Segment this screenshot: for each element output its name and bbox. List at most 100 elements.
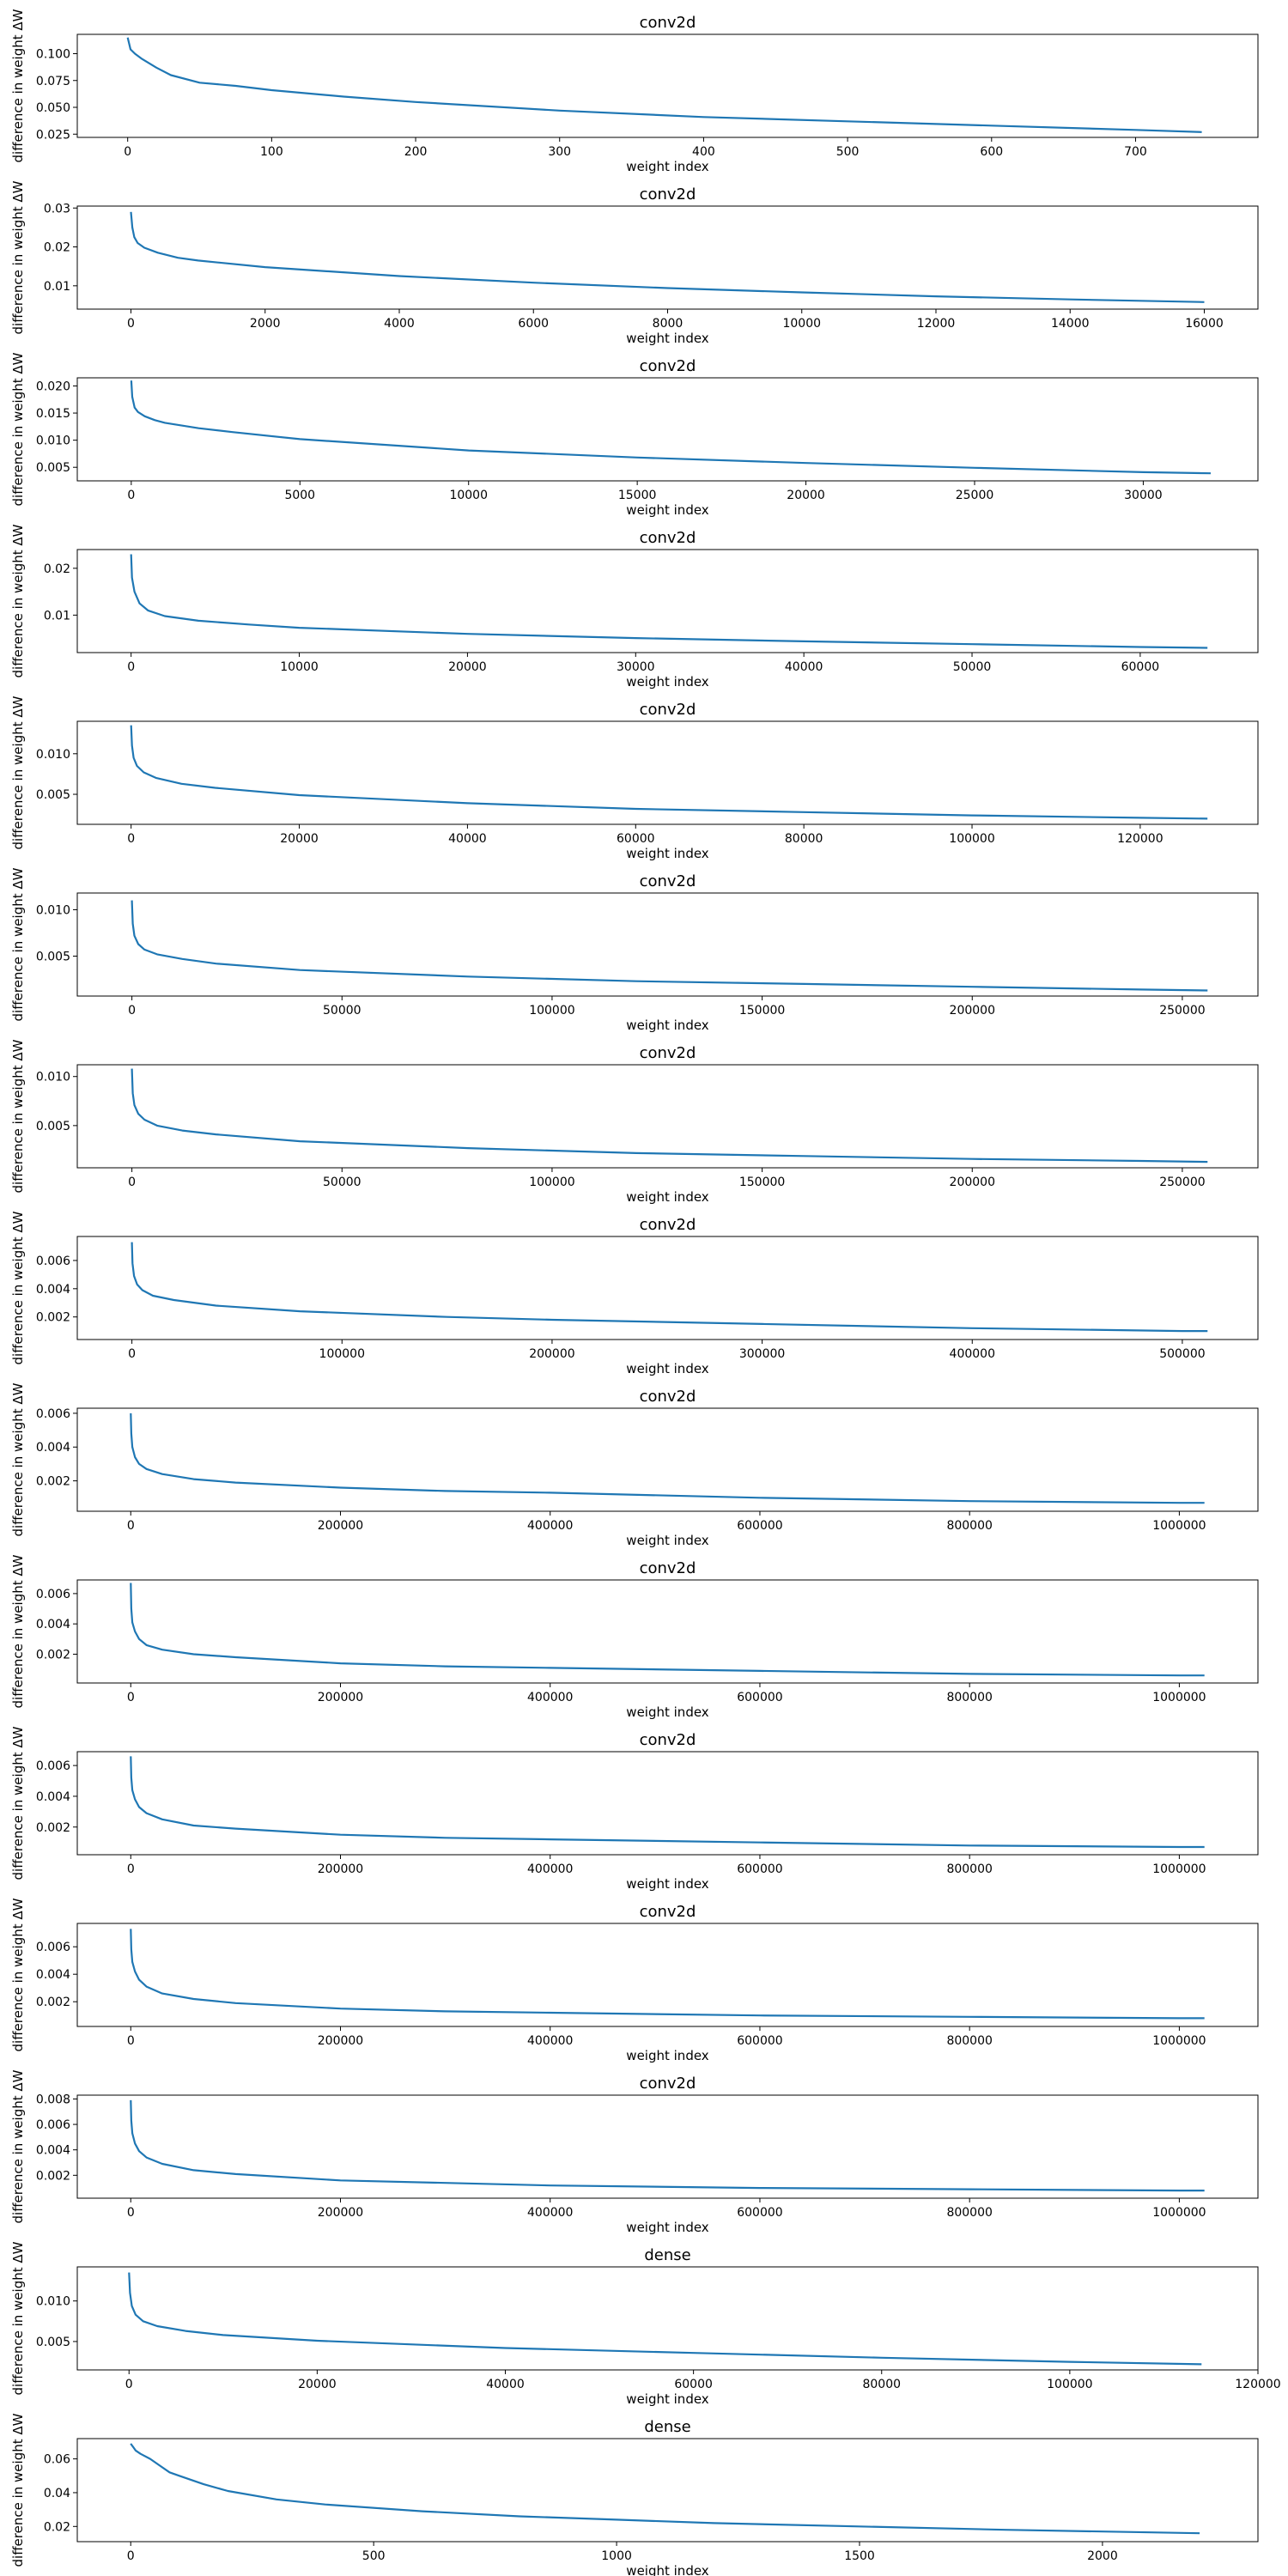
x-tick-label: 200000 bbox=[318, 1691, 363, 1704]
x-tick-label: 100000 bbox=[949, 832, 994, 846]
subplot: conv2d 0 200000 400000 600000 800000 1000000 0.… bbox=[10, 2069, 1259, 2235]
chart-title: conv2d bbox=[640, 1731, 696, 1749]
x-tick-label: 0 bbox=[127, 2549, 135, 2563]
subplot: conv2d 0 20000 40000 60000 80000 100000 120000 0… bbox=[10, 696, 1259, 861]
series-line bbox=[128, 2272, 1202, 2366]
axes-frame bbox=[76, 1923, 1259, 2027]
x-axis-label: weight index bbox=[626, 1876, 709, 1892]
x-tick-label: 500000 bbox=[1159, 1347, 1205, 1361]
x-tick-label: 6000 bbox=[518, 317, 549, 331]
y-axis-label: difference in weight ΔW bbox=[10, 1211, 26, 1364]
chart-title: conv2d bbox=[640, 1559, 696, 1577]
x-tick-label: 400000 bbox=[527, 1862, 573, 1876]
y-axis-label: difference in weight ΔW bbox=[10, 9, 26, 162]
y-tick-label: 0.002 bbox=[36, 1821, 70, 1835]
x-tick-label: 100000 bbox=[529, 1176, 574, 1189]
chart-title: conv2d bbox=[640, 872, 696, 890]
y-axis-label: difference in weight ΔW bbox=[10, 2069, 26, 2223]
y-axis-label: difference in weight ΔW bbox=[10, 524, 26, 677]
x-tick-label: 80000 bbox=[862, 2378, 901, 2391]
y-tick-label: 0.005 bbox=[36, 2336, 70, 2349]
x-axis-label: weight index bbox=[626, 674, 709, 690]
axes-frame bbox=[76, 1579, 1259, 1684]
chart-title: dense bbox=[644, 2246, 690, 2264]
x-tick-label: 800000 bbox=[946, 1862, 992, 1876]
x-tick-label: 0 bbox=[127, 832, 135, 846]
y-tick-label: 0.006 bbox=[36, 1255, 70, 1268]
x-tick-label: 200000 bbox=[950, 1176, 995, 1189]
y-tick-label: 0.005 bbox=[36, 461, 70, 475]
axes-frame bbox=[76, 1751, 1259, 1856]
axes-frame bbox=[76, 33, 1259, 138]
y-tick-label: 0.010 bbox=[36, 903, 70, 917]
x-tick-label: 0 bbox=[127, 2206, 135, 2220]
x-axis-label: weight index bbox=[626, 2391, 709, 2407]
x-tick-label: 800000 bbox=[946, 1691, 992, 1704]
series-line bbox=[126, 37, 1202, 133]
y-tick-label: 0.004 bbox=[36, 2144, 70, 2158]
x-tick-label: 50000 bbox=[323, 1176, 361, 1189]
y-tick-label: 0.005 bbox=[36, 1120, 70, 1133]
chart-title: conv2d bbox=[640, 1044, 696, 1062]
y-tick-label: 0.01 bbox=[44, 280, 70, 294]
x-tick-label: 0 bbox=[127, 1519, 135, 1533]
y-tick-label: 0.004 bbox=[36, 1283, 70, 1297]
x-tick-label: 800000 bbox=[946, 2206, 992, 2220]
y-axis-label: difference in weight ΔW bbox=[10, 1554, 26, 1708]
x-axis-label: weight index bbox=[626, 1018, 709, 1033]
y-tick-label: 0.010 bbox=[36, 434, 70, 448]
x-tick-label: 1000000 bbox=[1152, 2034, 1206, 2048]
subplot: conv2d 0 200000 400000 600000 800000 1000000 0.… bbox=[10, 1898, 1259, 2063]
y-tick-label: 0.025 bbox=[36, 128, 70, 142]
chart-title: conv2d bbox=[640, 701, 696, 719]
y-tick-label: 0.002 bbox=[36, 1648, 70, 1662]
x-tick-label: 400000 bbox=[527, 2206, 573, 2220]
y-tick-label: 0.004 bbox=[36, 1790, 70, 1804]
x-tick-label: 500 bbox=[836, 145, 860, 159]
y-tick-label: 0.005 bbox=[36, 951, 70, 964]
y-tick-label: 0.010 bbox=[36, 2295, 70, 2309]
axes-frame bbox=[76, 1236, 1259, 1340]
y-tick-label: 0.02 bbox=[44, 2520, 70, 2534]
x-tick-label: 20000 bbox=[280, 832, 319, 846]
series-line bbox=[130, 1756, 1205, 1849]
axes-frame bbox=[76, 2438, 1259, 2543]
y-tick-label: 0.075 bbox=[36, 75, 70, 88]
x-tick-label: 15000 bbox=[618, 489, 657, 502]
series-line bbox=[130, 2099, 1205, 2192]
chart-title: dense bbox=[644, 2418, 690, 2436]
y-tick-label: 0.04 bbox=[44, 2487, 70, 2500]
y-tick-label: 0.010 bbox=[36, 748, 70, 762]
y-tick-label: 0.02 bbox=[44, 562, 70, 576]
x-tick-label: 800000 bbox=[946, 1519, 992, 1533]
y-axis-label: difference in weight ΔW bbox=[10, 1039, 26, 1193]
x-tick-label: 200000 bbox=[529, 1347, 574, 1361]
subplot: conv2d 0 50000 100000 150000 200000 250000 0.00… bbox=[10, 867, 1259, 1033]
axes-frame bbox=[76, 205, 1259, 310]
x-tick-label: 500 bbox=[362, 2549, 386, 2563]
x-tick-label: 0 bbox=[127, 660, 135, 674]
x-tick-label: 1000000 bbox=[1152, 2206, 1206, 2220]
y-axis-label: difference in weight ΔW bbox=[10, 2241, 26, 2395]
x-tick-label: 800000 bbox=[946, 2034, 992, 2048]
x-tick-label: 10000 bbox=[782, 317, 821, 331]
x-tick-label: 200 bbox=[404, 145, 428, 159]
series-line bbox=[130, 1413, 1205, 1504]
subplot: conv2d 0 200000 400000 600000 800000 1000000 0.… bbox=[10, 1726, 1259, 1892]
x-tick-label: 40000 bbox=[486, 2378, 525, 2391]
subplot: conv2d 0 50000 100000 150000 200000 250000 0.00… bbox=[10, 1039, 1259, 1205]
x-tick-label: 400000 bbox=[527, 1519, 573, 1533]
y-tick-label: 0.100 bbox=[36, 48, 70, 62]
x-tick-label: 1500 bbox=[844, 2549, 875, 2563]
x-tick-label: 600000 bbox=[737, 1691, 782, 1704]
x-axis-label: weight index bbox=[626, 1361, 709, 1376]
series-line bbox=[130, 725, 1208, 820]
x-tick-label: 700 bbox=[1124, 145, 1147, 159]
x-tick-label: 120000 bbox=[1235, 2378, 1280, 2391]
x-axis-label: weight index bbox=[626, 331, 709, 346]
y-axis-label: difference in weight ΔW bbox=[10, 867, 26, 1021]
x-tick-label: 0 bbox=[127, 489, 135, 502]
x-tick-label: 1000000 bbox=[1152, 1519, 1206, 1533]
y-tick-label: 0.050 bbox=[36, 101, 70, 115]
